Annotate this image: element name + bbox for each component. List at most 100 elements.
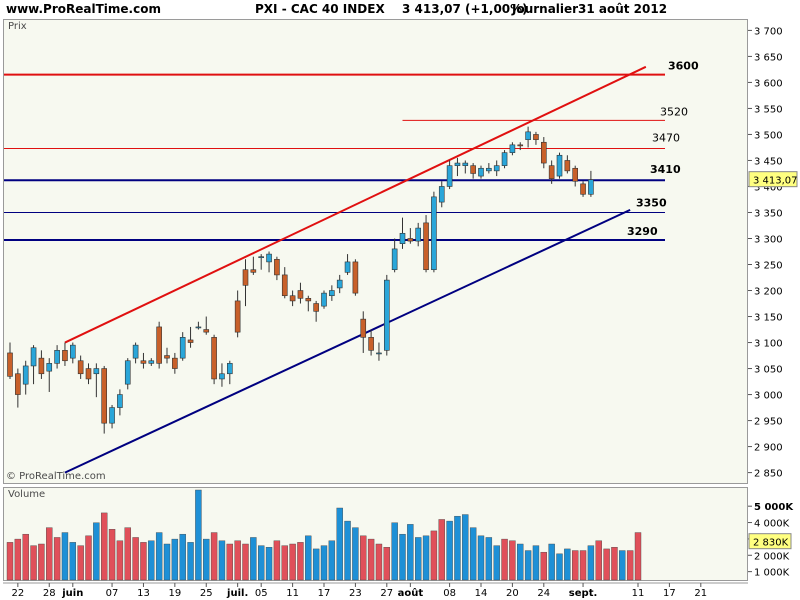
x-tick-label: 20 bbox=[506, 588, 519, 599]
x-tick-label: juil. bbox=[226, 588, 248, 599]
volume-bar bbox=[619, 550, 626, 581]
volume-bar bbox=[61, 532, 69, 581]
candle-body bbox=[54, 350, 60, 364]
candle-body bbox=[533, 134, 539, 140]
volume-bar bbox=[328, 540, 336, 581]
candle-body bbox=[22, 365, 29, 385]
candle-body bbox=[258, 256, 265, 259]
volume-bar bbox=[140, 542, 147, 581]
candle-body bbox=[62, 350, 68, 362]
volume-bar bbox=[524, 550, 532, 581]
volume-panel-label: Volume bbox=[8, 489, 46, 500]
candle-body bbox=[572, 167, 579, 182]
price-tick-label: 3 250 bbox=[754, 261, 783, 272]
price-tick-label: 3 000 bbox=[754, 391, 783, 402]
volume-bar bbox=[6, 542, 14, 581]
candle-body bbox=[431, 196, 437, 271]
price-tick-label: 3 100 bbox=[754, 339, 783, 350]
x-tick-label: août bbox=[398, 587, 424, 599]
volume-tick-label: 2 000K bbox=[754, 551, 790, 562]
volume-bar bbox=[250, 537, 257, 581]
volume-bar bbox=[195, 489, 202, 581]
volume-bar bbox=[509, 540, 516, 581]
x-tick-label: 14 bbox=[475, 588, 488, 599]
price-panel: Prix © ProRealTime.com bbox=[3, 19, 748, 484]
volume-bar bbox=[611, 547, 618, 581]
level-label: 3520 bbox=[660, 105, 688, 118]
site-name[interactable]: www.ProRealTime.com bbox=[6, 2, 161, 16]
candle-body bbox=[266, 253, 272, 263]
x-tick-label: 24 bbox=[537, 588, 550, 599]
volume-bar bbox=[517, 543, 524, 581]
candle-body bbox=[234, 300, 241, 333]
candle-body bbox=[478, 167, 484, 177]
volume-bar bbox=[548, 543, 555, 581]
volume-bar bbox=[454, 515, 461, 581]
last-price-box bbox=[748, 171, 798, 188]
volume-bar bbox=[226, 543, 234, 581]
price-tick-label: 2 950 bbox=[754, 417, 783, 428]
volume-bar bbox=[305, 535, 312, 581]
candle-body bbox=[540, 141, 547, 164]
price-tick-label: 3 350 bbox=[754, 208, 783, 219]
candle-body bbox=[281, 274, 288, 297]
candle-body bbox=[164, 355, 170, 359]
volume-bar bbox=[22, 533, 29, 581]
candle-body bbox=[7, 352, 13, 377]
volume-bar bbox=[367, 538, 375, 581]
candle-body bbox=[486, 167, 492, 172]
candle-body bbox=[156, 326, 162, 364]
x-tick-label: 25 bbox=[200, 588, 213, 599]
candle-body bbox=[368, 337, 374, 351]
watermark: © ProRealTime.com bbox=[6, 471, 106, 482]
volume-bar bbox=[234, 540, 241, 581]
volume-bar bbox=[477, 535, 485, 581]
x-tick-label: 08 bbox=[443, 588, 456, 599]
volume-bar bbox=[501, 538, 508, 581]
candle-body bbox=[187, 339, 194, 343]
price-tick-label: 2 850 bbox=[754, 469, 783, 480]
volume-bar bbox=[360, 535, 367, 581]
volume-bar bbox=[203, 538, 210, 581]
x-tick-label: 11 bbox=[632, 588, 645, 599]
candle-body bbox=[250, 269, 257, 273]
volume-bar bbox=[446, 520, 453, 581]
candle-body bbox=[172, 357, 178, 369]
volume-bar bbox=[352, 527, 359, 581]
level-label: 3470 bbox=[652, 131, 680, 144]
candle-body bbox=[124, 360, 131, 385]
level-label: 3410 bbox=[650, 163, 681, 176]
price-tick-label: 3 200 bbox=[754, 287, 783, 298]
candle-body bbox=[203, 329, 210, 333]
volume-bar bbox=[383, 547, 390, 581]
x-tick-label: 23 bbox=[349, 588, 362, 599]
volume-bar bbox=[273, 540, 281, 581]
candle-body bbox=[38, 357, 45, 375]
volume-bar bbox=[320, 545, 328, 581]
x-tick-label: 13 bbox=[137, 588, 150, 599]
volume-bar bbox=[430, 530, 438, 581]
volume-bar bbox=[422, 535, 430, 581]
candle-body bbox=[470, 165, 476, 174]
volume-bar bbox=[603, 548, 610, 581]
candle-body bbox=[454, 162, 461, 166]
volume-bar bbox=[124, 527, 131, 581]
candle-body bbox=[588, 179, 594, 195]
level-label: 3350 bbox=[636, 196, 667, 209]
volume-bar bbox=[163, 543, 171, 581]
candle-body bbox=[93, 368, 100, 375]
candle-body bbox=[336, 279, 343, 289]
x-tick-label: 27 bbox=[380, 588, 393, 599]
candle-body bbox=[556, 154, 563, 177]
volume-bar bbox=[462, 514, 469, 581]
candle-body bbox=[423, 222, 429, 271]
volume-bar bbox=[344, 520, 351, 581]
volume-bar bbox=[469, 527, 477, 581]
candle-body bbox=[30, 347, 37, 367]
volume-bar bbox=[108, 529, 116, 581]
x-tick-label: 19 bbox=[168, 588, 181, 599]
candle-body bbox=[117, 394, 123, 408]
candle-body bbox=[415, 227, 422, 242]
candle-body bbox=[580, 183, 586, 195]
candle-body bbox=[462, 162, 469, 166]
